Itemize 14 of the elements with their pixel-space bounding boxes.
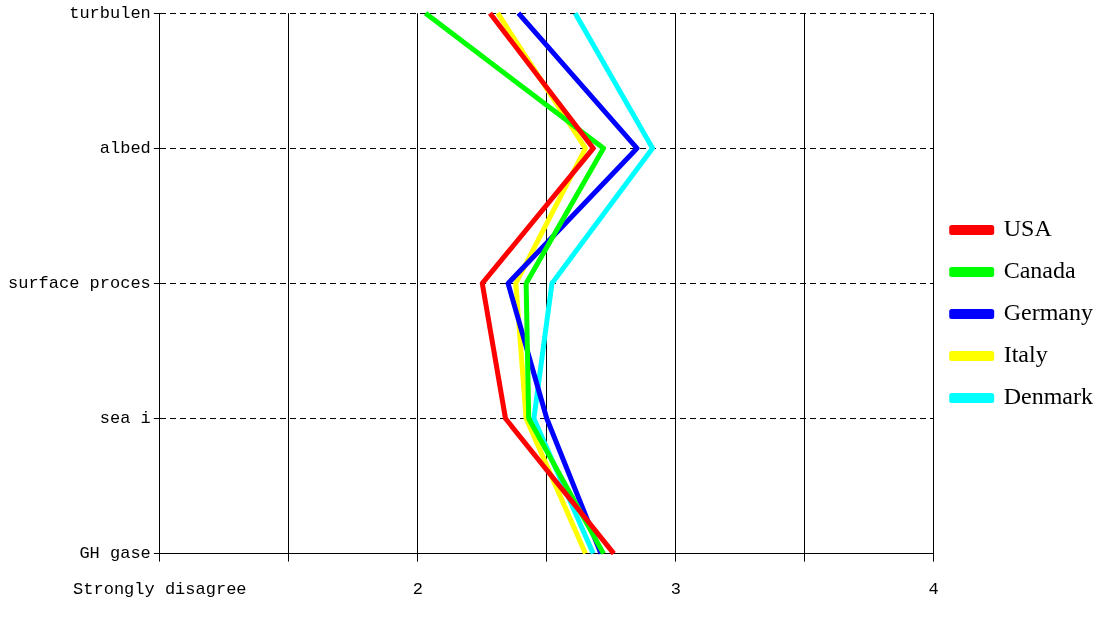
y-tick-label: GH gase [79, 544, 151, 564]
legend-label: USA [1003, 215, 1053, 242]
y-tick-label: albed [99, 138, 151, 158]
y-tick-label: sea i [99, 409, 151, 428]
y-tick-label: turbulen [69, 3, 151, 23]
legend-label: Germany [1003, 299, 1093, 326]
legend-label: Denmark [1003, 383, 1093, 410]
y-tick-label: surface proces [8, 273, 151, 293]
x-tick-label: 2 [412, 580, 423, 600]
legend-label: Canada [1003, 257, 1077, 284]
x-tick-label: 3 [670, 580, 681, 600]
x-tick-label: Strongly disagree [73, 580, 247, 600]
legend-label: Italy [1003, 341, 1048, 368]
x-tick-label: 4 [928, 580, 939, 600]
